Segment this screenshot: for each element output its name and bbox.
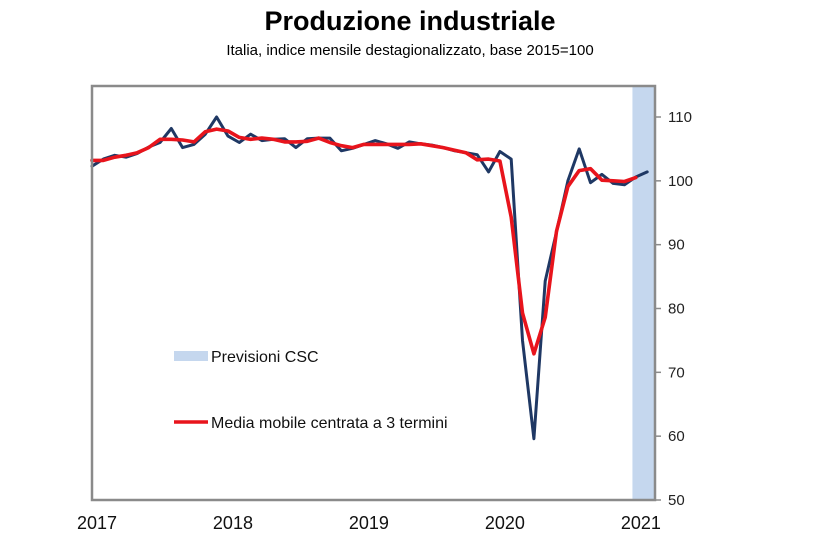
y-tick-label: 110 xyxy=(668,109,692,126)
y-tick-label: 100 xyxy=(668,173,693,190)
y-tick-label: 50 xyxy=(668,492,685,509)
x-tick-label: 2017 xyxy=(77,513,117,533)
y-tick-label: 80 xyxy=(668,301,685,318)
x-tick-label: 2018 xyxy=(213,513,253,533)
legend-label-moving-average: Media mobile centrata a 3 termini xyxy=(211,415,448,432)
x-tick-label: 2020 xyxy=(485,513,525,533)
chart-title: Produzione industriale xyxy=(264,6,556,36)
x-tick-label: 2021 xyxy=(621,513,661,533)
series-line-moving-average xyxy=(90,127,638,356)
y-tick-label: 70 xyxy=(668,364,685,381)
x-tick-label: 2019 xyxy=(349,513,389,533)
legend-swatch-forecast xyxy=(174,351,208,361)
plot-frame xyxy=(90,84,657,502)
series-line-production xyxy=(90,115,649,441)
y-tick-label: 90 xyxy=(668,237,685,254)
forecast-band xyxy=(632,86,655,500)
legend-label-forecast: Previsioni CSC xyxy=(211,349,319,366)
chart-subtitle: Italia, indice mensile destagionalizzato… xyxy=(226,42,594,59)
y-tick-label: 60 xyxy=(668,428,685,445)
